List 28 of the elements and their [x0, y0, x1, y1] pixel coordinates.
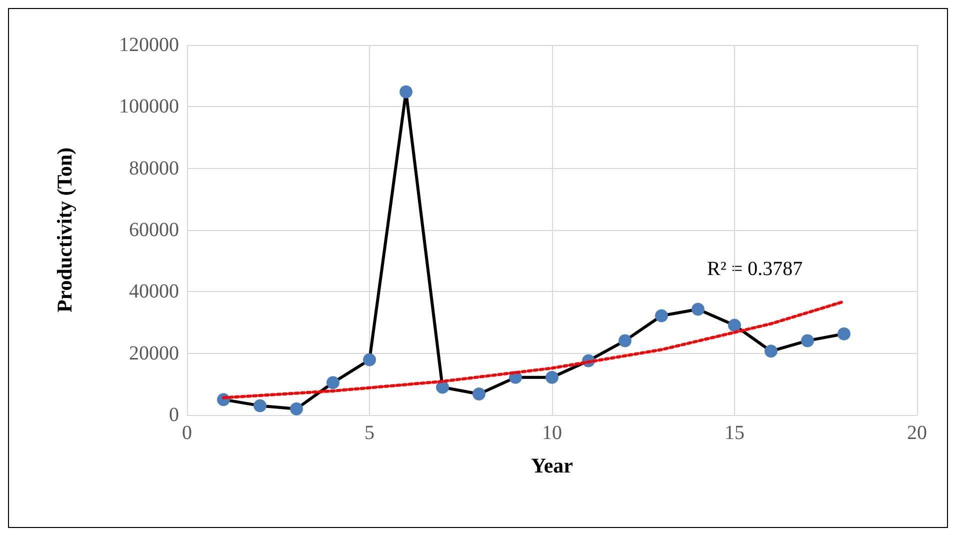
x-tick-label: 15	[724, 422, 744, 444]
point	[254, 399, 266, 412]
x-tick-label: 10	[542, 422, 562, 444]
x-tick-label: 20	[907, 422, 927, 444]
point	[728, 318, 741, 332]
point	[838, 327, 850, 340]
point	[692, 302, 704, 316]
point	[764, 344, 778, 358]
y-tick-label: 120000	[119, 34, 179, 56]
point	[801, 334, 814, 348]
x-axis-title: Year	[531, 454, 573, 478]
point	[436, 380, 449, 394]
y-tick-label: 80000	[129, 157, 179, 180]
point	[363, 353, 376, 366]
point	[655, 309, 668, 322]
point	[546, 370, 558, 384]
point	[326, 376, 340, 390]
y-tick-label: 40000	[129, 280, 179, 303]
y-axis-title: Productivity (Ton)	[52, 147, 76, 313]
x-tick-label: 5	[364, 422, 374, 444]
y-tick-label: 60000	[129, 219, 179, 241]
point	[618, 334, 632, 348]
y-tick-label: 100000	[119, 96, 179, 118]
point	[472, 388, 486, 401]
y-tick-label: 0	[169, 404, 179, 426]
point	[400, 85, 412, 98]
point	[290, 402, 303, 416]
y-tick-label: 20000	[129, 342, 179, 364]
